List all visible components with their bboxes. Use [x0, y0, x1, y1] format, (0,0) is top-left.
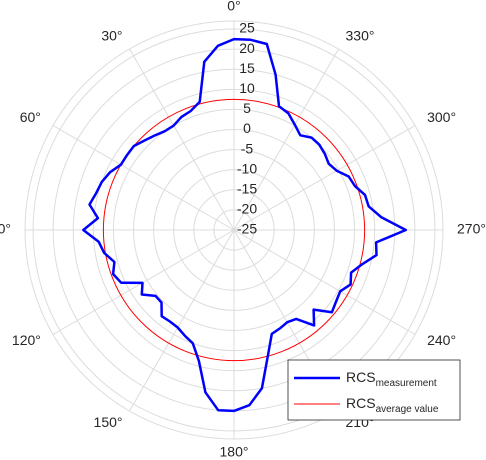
r-tick-label: -5	[241, 140, 254, 156]
measurement-line	[82, 37, 408, 413]
r-tick-label: 5	[243, 100, 251, 116]
legend-name: RCS	[346, 369, 376, 385]
r-tick-label: 25	[239, 20, 255, 36]
theta-tick-label: 330°	[346, 28, 375, 44]
theta-tick-label: 60°	[20, 109, 41, 125]
theta-tick-label: 150°	[94, 414, 123, 430]
grid-spoke	[233, 229, 416, 335]
r-tick-label: -15	[237, 181, 257, 197]
legend-subscript: measurement	[376, 378, 437, 389]
legend-subscript: average value	[376, 404, 439, 415]
grid-spoke	[52, 125, 235, 231]
theta-tick-label: 30°	[101, 28, 122, 44]
r-tick-label: -25	[237, 221, 257, 237]
theta-tick-label: 180°	[220, 444, 249, 460]
grid-spoke	[129, 48, 235, 231]
grid-spoke	[129, 229, 235, 412]
legend-box	[287, 359, 461, 421]
theta-tick-label: 0°	[227, 0, 240, 14]
r-tick-label: 20	[239, 40, 255, 56]
legend-label: RCSmeasurement	[346, 369, 437, 389]
theta-tick-label: 90°	[0, 221, 11, 237]
legend-label: RCSaverage value	[346, 395, 439, 415]
grid-spoke	[233, 125, 416, 231]
r-tick-label: -20	[237, 201, 257, 217]
r-tick-label: -10	[237, 160, 257, 176]
r-tick-label: 10	[239, 80, 255, 96]
average-circle	[102, 98, 366, 362]
theta-tick-label: 270°	[457, 221, 486, 237]
theta-tick-label: 300°	[427, 109, 456, 125]
theta-tick-label: 240°	[427, 332, 456, 348]
r-tick-label: 15	[239, 60, 255, 76]
theta-tick-label: 120°	[12, 332, 41, 348]
grid-spoke	[233, 48, 339, 231]
r-tick-label: 0	[243, 120, 251, 136]
legend-name: RCS	[346, 395, 376, 411]
